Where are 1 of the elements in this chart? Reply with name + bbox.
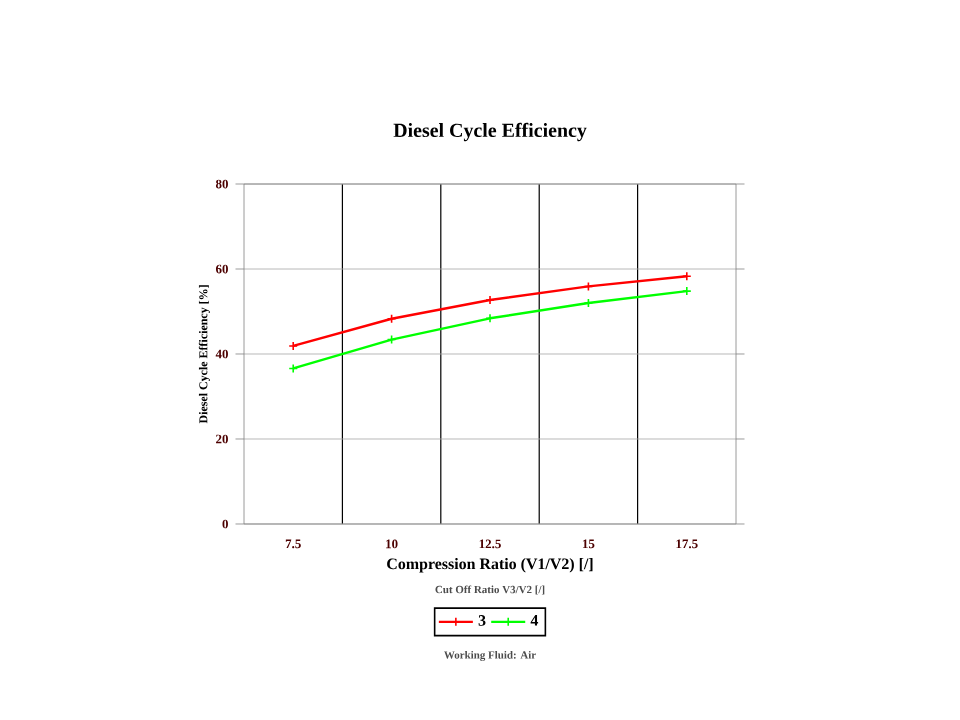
- chart-title: Diesel Cycle Efficiency: [393, 122, 587, 142]
